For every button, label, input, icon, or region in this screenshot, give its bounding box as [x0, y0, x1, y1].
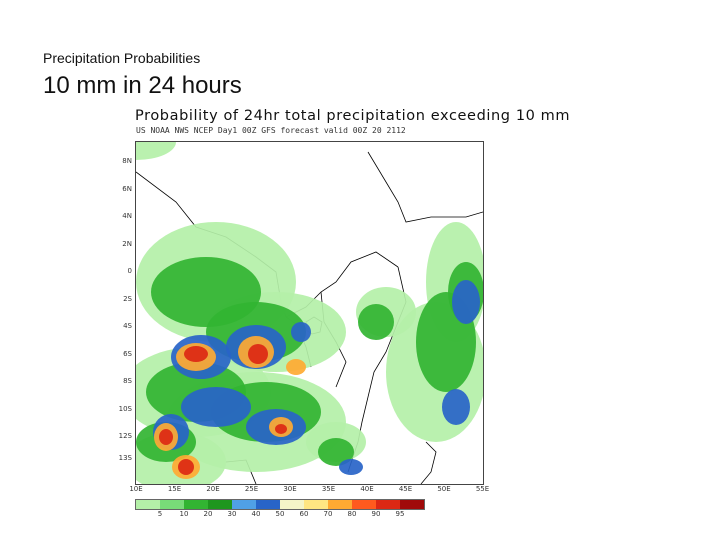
lat-label: 4N [122, 212, 132, 220]
legend-swatch [184, 500, 208, 509]
lat-label: 2S [123, 294, 132, 303]
precipitation-map [135, 141, 484, 485]
precip-area-50pct [452, 280, 480, 324]
lat-label: 6S [123, 349, 132, 358]
probability-legend [135, 499, 425, 510]
precip-area-90pct [178, 459, 194, 475]
precip-area-50pct [181, 387, 251, 427]
lat-label: 8S [123, 377, 132, 385]
precip-area-50pct [291, 322, 311, 342]
legend-tick: 20 [203, 510, 213, 518]
precip-area-90pct [159, 429, 173, 445]
lat-label: 2N [122, 239, 132, 248]
legend-tick: 80 [347, 510, 357, 518]
madagascar [420, 441, 437, 484]
precip-area-5pct [136, 142, 176, 160]
lon-label: 15E [167, 485, 182, 493]
lon-label: 20E [206, 485, 220, 493]
precip-area-90pct [184, 346, 208, 362]
precip-area-50pct [442, 389, 470, 425]
legend-swatch [136, 500, 160, 509]
precip-area-80pct [286, 359, 306, 375]
precip-area-50pct [339, 459, 363, 475]
legend-tick: 70 [323, 510, 333, 518]
lat-label: 6N [122, 184, 132, 193]
legend-tick: 5 [157, 510, 163, 518]
lat-label: 13S [118, 453, 132, 462]
legend-tick: 60 [299, 510, 309, 518]
probability-fields [136, 142, 483, 484]
map-subtitle: US NOAA NWS NCEP Day1 00Z GFS forecast v… [136, 126, 406, 135]
lat-label: 8N [122, 157, 132, 165]
lon-label: 35E [321, 485, 336, 493]
legend-tick: 50 [275, 510, 285, 518]
legend-swatch [304, 500, 328, 509]
precip-area-90pct [248, 344, 268, 364]
lat-label: 4S [123, 322, 132, 330]
lon-label: 40E [360, 485, 374, 493]
lon-label: 55E [475, 485, 490, 493]
legend-swatch [352, 500, 376, 509]
precip-area-20pct [318, 438, 354, 466]
legend-tick: 40 [251, 510, 261, 518]
legend-swatch [232, 500, 256, 509]
lat-label: 10S [118, 404, 132, 413]
legend-swatch [376, 500, 400, 509]
lat-label: 0 [127, 267, 132, 275]
legend-swatch [328, 500, 352, 509]
precip-area-90pct [275, 424, 287, 434]
lon-label: 45E [398, 485, 413, 493]
legend-tick: 90 [371, 510, 381, 518]
horn-coastline [367, 151, 483, 223]
map-title: Probability of 24hr total precipitation … [135, 108, 571, 124]
slide-kicker: Precipitation Probabilities [43, 50, 201, 66]
slide-title: 10 mm in 24 hours [43, 72, 242, 99]
lon-label: 25E [244, 485, 259, 493]
legend-tick: 95 [395, 510, 405, 518]
legend-swatch [160, 500, 184, 509]
lon-label: 50E [437, 485, 451, 493]
lat-label: 12S [118, 432, 132, 440]
precip-area-20pct [358, 304, 394, 340]
legend-swatch [280, 500, 304, 509]
legend-tick: 10 [179, 510, 189, 518]
legend-tick: 30 [227, 510, 237, 518]
legend-swatch [208, 500, 232, 509]
lon-label: 30E [283, 485, 297, 493]
lon-label: 10E [129, 485, 143, 493]
legend-swatch [256, 500, 280, 509]
legend-swatch [400, 500, 424, 509]
